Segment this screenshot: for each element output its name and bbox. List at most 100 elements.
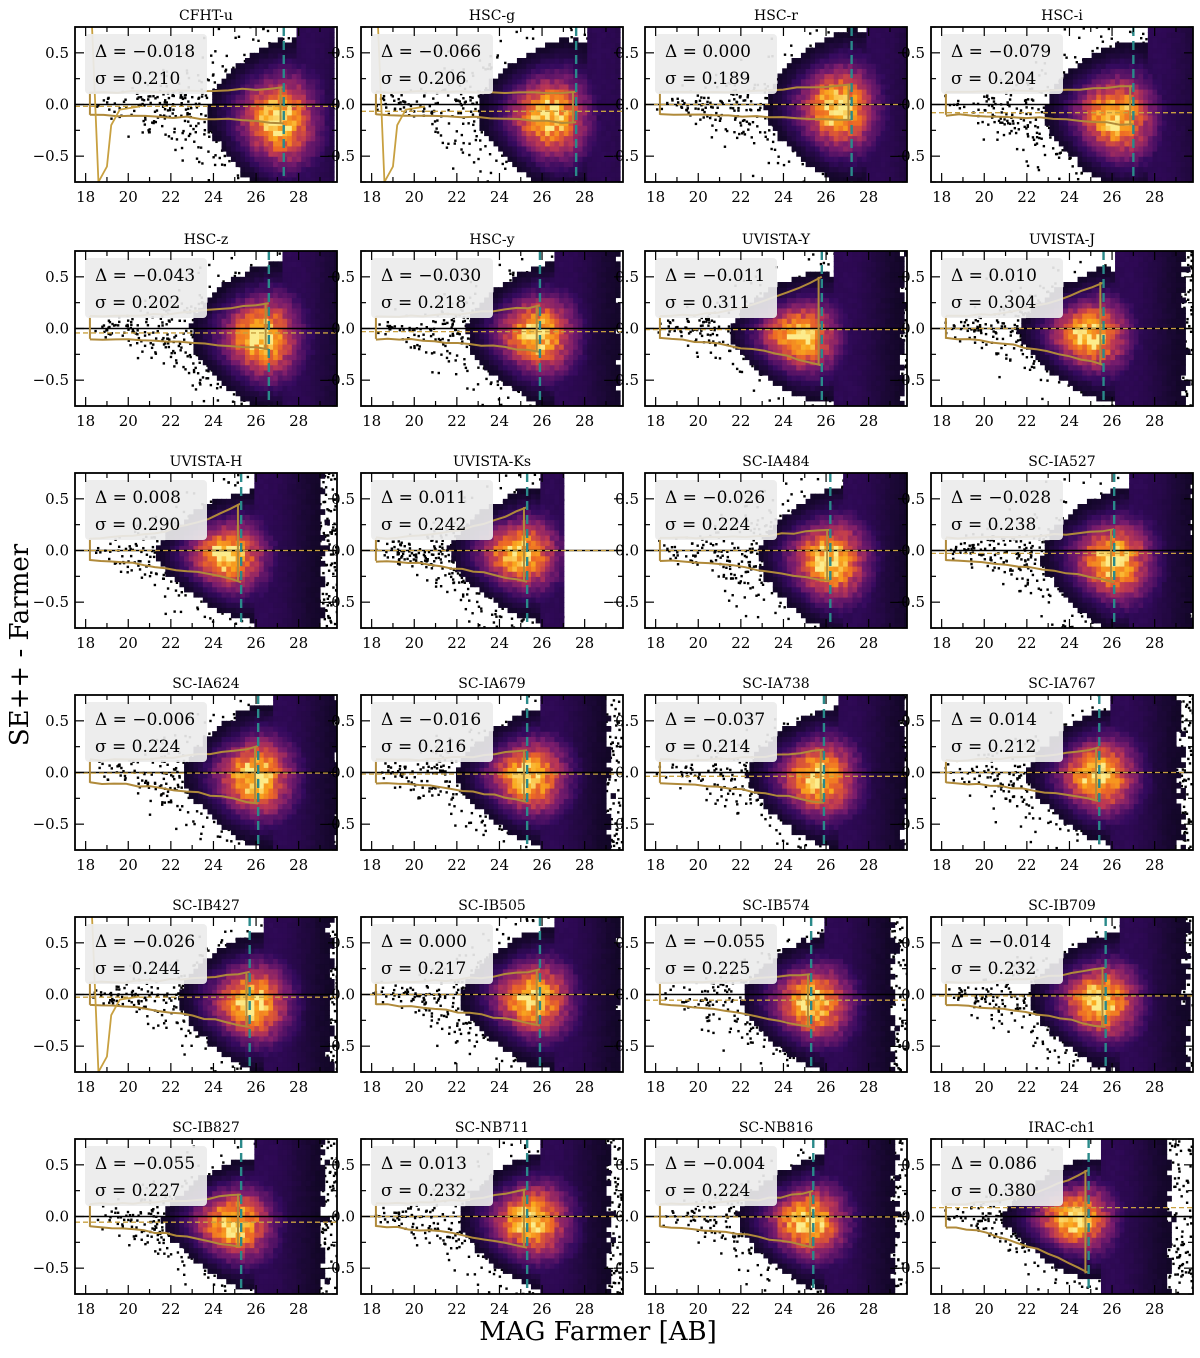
x-tick-label: 22 bbox=[447, 634, 466, 652]
bright-end-median bbox=[377, 27, 426, 182]
x-tick-label: 28 bbox=[575, 1300, 594, 1318]
y-tick-label: 0.0 bbox=[615, 96, 639, 114]
ticks bbox=[75, 694, 337, 851]
panel-sc-ia767: Δ = 0.014 σ = 0.212 18 20 22 24 26 28 0.5 0.0 −0.5… bbox=[889, 676, 1194, 874]
sigma-value: σ = 0.210 bbox=[95, 69, 180, 89]
y-tick-label: 0.0 bbox=[901, 96, 925, 114]
plot-area bbox=[645, 473, 907, 628]
x-tick-label: 22 bbox=[161, 634, 180, 652]
density-heatmap bbox=[1026, 695, 1186, 850]
panels-group: Δ = −0.018 σ = 0.210 18 20 22 24 26 28 0.5 0.0 −0.… bbox=[33, 8, 1194, 1318]
x-tick-label: 22 bbox=[1017, 1300, 1036, 1318]
y-tick-label: 0.5 bbox=[45, 934, 69, 952]
plot-area bbox=[931, 251, 1193, 406]
sigma-value: σ = 0.244 bbox=[95, 959, 180, 979]
x-tick-label: 28 bbox=[289, 188, 308, 206]
y-tick-label: −0.5 bbox=[603, 1037, 639, 1055]
y-tick-label: 0.5 bbox=[901, 44, 925, 62]
panel-title: SC-IA679 bbox=[458, 676, 525, 692]
y-tick-label: 0.5 bbox=[331, 712, 355, 730]
y-tick-label: −0.5 bbox=[889, 1037, 925, 1055]
y-tick-label: −0.5 bbox=[319, 1037, 355, 1055]
ticks bbox=[75, 1138, 337, 1295]
x-tick-label: 26 bbox=[247, 1300, 266, 1318]
x-tick-label: 26 bbox=[533, 856, 552, 874]
stats-box: Δ = −0.026 σ = 0.224 bbox=[655, 480, 777, 540]
y-tick-label: 0.5 bbox=[45, 712, 69, 730]
density-heatmap bbox=[763, 27, 907, 182]
x-tick-label: 18 bbox=[76, 412, 95, 430]
y-tick-label: −0.5 bbox=[33, 815, 69, 833]
delta-value: Δ = −0.026 bbox=[95, 932, 195, 952]
y-tick-label: 0.0 bbox=[45, 320, 69, 338]
stats-box: Δ = 0.014 σ = 0.212 bbox=[941, 702, 1063, 762]
y-tick-label: 0.5 bbox=[45, 44, 69, 62]
plot-area bbox=[361, 251, 623, 406]
y-tick-label: 0.5 bbox=[45, 1156, 69, 1174]
stats-box: Δ = −0.066 σ = 0.206 bbox=[371, 34, 493, 94]
plot-area bbox=[645, 1139, 907, 1294]
panel-title: UVISTA-Y bbox=[742, 232, 811, 248]
y-tick-label: 0.5 bbox=[615, 1156, 639, 1174]
panel-sc-nb711: Δ = 0.013 σ = 0.232 18 20 22 24 26 28 0.5 0.0 −0.5… bbox=[319, 1120, 624, 1318]
delta-value: Δ = −0.014 bbox=[951, 932, 1051, 952]
panel-title: HSC-z bbox=[184, 232, 229, 248]
y-tick-label: −0.5 bbox=[603, 371, 639, 389]
panel-title: UVISTA-Ks bbox=[453, 454, 531, 470]
sigma-value: σ = 0.224 bbox=[665, 515, 750, 535]
panel-sc-ib505: Δ = 0.000 σ = 0.217 18 20 22 24 26 28 0.5 0.0 −0.5… bbox=[319, 898, 624, 1096]
sigma-value: σ = 0.238 bbox=[951, 515, 1036, 535]
x-tick-label: 26 bbox=[1103, 634, 1122, 652]
ticks bbox=[645, 916, 907, 1073]
x-tick-label: 24 bbox=[204, 856, 223, 874]
x-tick-label: 18 bbox=[646, 1078, 665, 1096]
x-tick-label: 26 bbox=[533, 188, 552, 206]
ticks bbox=[931, 26, 1193, 183]
x-tick-label: 18 bbox=[932, 856, 951, 874]
ticks bbox=[361, 1138, 623, 1295]
x-tick-label: 26 bbox=[1103, 188, 1122, 206]
x-tick-label: 22 bbox=[161, 1078, 180, 1096]
x-tick-label: 22 bbox=[1017, 856, 1036, 874]
x-tick-label: 28 bbox=[289, 1078, 308, 1096]
x-tick-label: 26 bbox=[533, 634, 552, 652]
y-tick-label: 0.0 bbox=[615, 542, 639, 560]
delta-value: Δ = −0.037 bbox=[665, 710, 765, 730]
panel-sc-ia624: Δ = −0.006 σ = 0.224 18 20 22 24 26 28 0.5 0.0 −0.… bbox=[33, 676, 338, 874]
delta-value: Δ = −0.043 bbox=[95, 266, 195, 286]
contour-lower bbox=[375, 1003, 541, 1027]
density-heatmap bbox=[758, 473, 907, 628]
x-tick-label: 28 bbox=[289, 856, 308, 874]
x-tick-label: 22 bbox=[161, 188, 180, 206]
y-tick-label: 0.5 bbox=[615, 934, 639, 952]
x-tick-label: 26 bbox=[817, 634, 836, 652]
panel-hsc-g: Δ = −0.066 σ = 0.206 18 20 22 24 26 28 0.5 0.0 −0.… bbox=[319, 8, 624, 206]
x-tick-label: 28 bbox=[859, 1300, 878, 1318]
x-tick-label: 22 bbox=[161, 856, 180, 874]
x-tick-label: 22 bbox=[161, 412, 180, 430]
y-tick-label: 0.5 bbox=[45, 490, 69, 508]
stats-box: Δ = −0.030 σ = 0.218 bbox=[371, 258, 493, 318]
panel-sc-ia484: Δ = −0.026 σ = 0.224 18 20 22 24 26 28 0.5 0.0 −0.… bbox=[603, 454, 908, 652]
y-tick-label: −0.5 bbox=[889, 147, 925, 165]
plot-area bbox=[645, 251, 907, 406]
ticks bbox=[931, 694, 1193, 851]
x-tick-label: 28 bbox=[1145, 1300, 1164, 1318]
y-tick-label: −0.5 bbox=[889, 371, 925, 389]
x-tick-label: 20 bbox=[689, 188, 708, 206]
x-tick-label: 22 bbox=[447, 412, 466, 430]
x-tick-label: 18 bbox=[932, 412, 951, 430]
y-tick-label: −0.5 bbox=[33, 1259, 69, 1277]
x-tick-label: 20 bbox=[975, 856, 994, 874]
x-tick-label: 24 bbox=[1060, 634, 1079, 652]
panel-title: SC-IB574 bbox=[742, 898, 810, 914]
delta-value: Δ = −0.079 bbox=[951, 42, 1051, 62]
ticks bbox=[361, 26, 623, 183]
x-tick-label: 24 bbox=[490, 856, 509, 874]
delta-value: Δ = −0.016 bbox=[381, 710, 481, 730]
x-tick-label: 26 bbox=[817, 856, 836, 874]
contour-lower bbox=[659, 782, 824, 804]
panel-hsc-z: Δ = −0.043 σ = 0.202 18 20 22 24 26 28 0.5 0.0 −0.… bbox=[33, 232, 338, 430]
density-heatmap bbox=[1030, 917, 1191, 1072]
x-tick-label: 24 bbox=[204, 1078, 223, 1096]
